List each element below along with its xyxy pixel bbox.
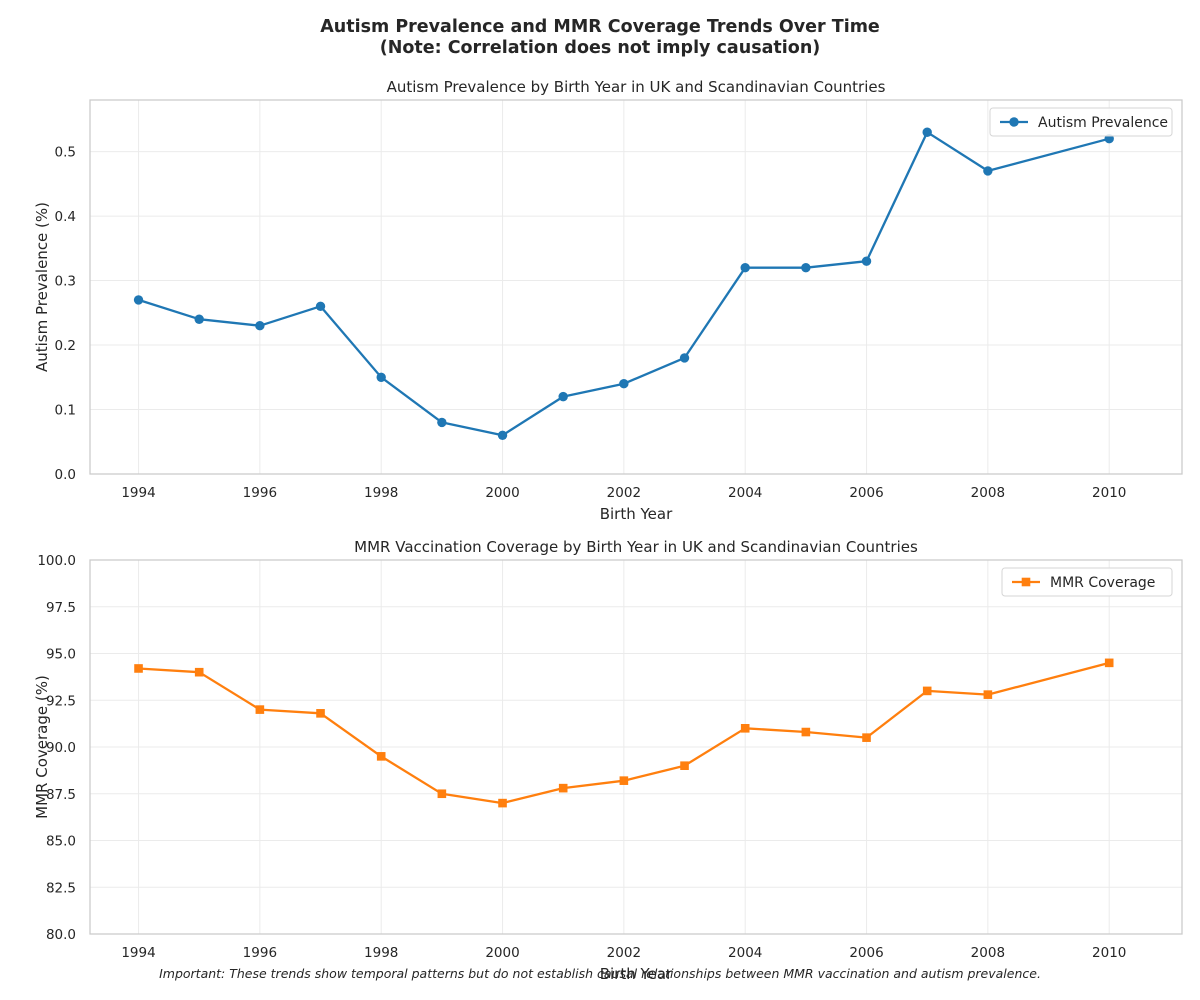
legend-box	[989, 107, 1173, 137]
x-tick-label: 1998	[364, 485, 398, 501]
series-line	[137, 661, 1111, 805]
y-axis-label: MMR Coverage (%)	[33, 675, 51, 819]
legend-label: MMR Coverage	[1050, 575, 1155, 591]
y-tick-label: 90.0	[46, 740, 76, 756]
y-tick-label: 0.4	[55, 209, 76, 225]
x-tick-label: 1996	[243, 485, 277, 501]
plot-frame	[89, 559, 1183, 935]
data-point	[134, 664, 143, 673]
y-tick-label: 82.5	[46, 880, 76, 896]
data-point	[862, 733, 871, 742]
y-tick-label: 87.5	[46, 787, 76, 803]
data-point	[1104, 658, 1114, 668]
x-tick-label: 2004	[728, 485, 762, 501]
data-point	[133, 295, 144, 305]
x-tick-label: 2008	[971, 485, 1005, 501]
data-point	[619, 379, 629, 389]
legend-marker	[1021, 577, 1031, 587]
legend-marker	[1009, 117, 1019, 127]
data-point	[437, 417, 447, 428]
x-tick-label: 2004	[728, 945, 762, 961]
series-line	[137, 131, 1111, 437]
y-tick-label: 80.0	[46, 927, 76, 943]
data-point	[983, 166, 993, 176]
x-tick-label: 2006	[849, 485, 883, 501]
data-point	[740, 724, 750, 733]
data-point	[498, 798, 507, 808]
data-point	[740, 262, 750, 273]
y-tick-label: 92.5	[46, 693, 76, 709]
data-point	[315, 301, 326, 312]
x-tick-label: 2000	[485, 485, 519, 501]
chart-title: Autism Prevalence by Birth Year in UK an…	[387, 78, 886, 96]
x-tick-label: 1996	[243, 945, 277, 961]
y-tick-label: 0.0	[55, 467, 76, 483]
data-point	[316, 709, 325, 718]
y-tick-label: 0.5	[55, 145, 76, 161]
y-tick-label: 0.2	[55, 338, 76, 354]
x-axis-label: Birth Year	[600, 505, 673, 523]
figure-title: Autism Prevalence and MMR Coverage Trend…	[0, 17, 1200, 59]
data-point	[922, 686, 932, 696]
y-tick-label: 100.0	[37, 553, 76, 569]
x-tick-label: 2010	[1092, 485, 1126, 501]
y-tick-label: 85.0	[46, 834, 76, 850]
chart-panel-2: 1994 1996 1998 2000 2002 2004 2006 2008 2010 80.0…	[33, 538, 1183, 983]
data-point	[255, 705, 265, 714]
x-axis-label: Birth Year	[600, 965, 673, 983]
figure-footnote: Important: These trends show temporal pa…	[159, 966, 1041, 981]
data-point	[861, 256, 872, 266]
data-point	[497, 430, 508, 441]
y-tick-label: 0.1	[55, 403, 76, 419]
chart-title: MMR Vaccination Coverage by Birth Year i…	[354, 538, 918, 556]
y-tick-label: 95.0	[46, 647, 76, 663]
figure-title-line2: (Note: Correlation does not imply causat…	[379, 38, 821, 58]
data-point	[558, 391, 568, 402]
y-tick-label: 97.5	[46, 600, 76, 616]
legend: Autism Prevalence	[989, 107, 1173, 137]
x-tick-label: 1994	[121, 485, 155, 501]
data-point	[801, 262, 811, 273]
data-point	[922, 127, 932, 137]
x-tick-label: 1994	[121, 945, 155, 961]
chart-panel-1: 1994 1996 1998 2000 2002 2004 2006 2008 2010 0.0 0…	[33, 78, 1183, 523]
legend: MMR Coverage	[1001, 567, 1173, 597]
x-tick-label: 2006	[849, 945, 883, 961]
data-point	[194, 667, 204, 677]
figure-title-line1: Autism Prevalence and MMR Coverage Trend…	[320, 17, 880, 37]
data-point	[619, 776, 629, 785]
x-tick-label: 2010	[1092, 945, 1126, 961]
y-tick-label: 0.3	[55, 274, 76, 290]
data-point	[801, 727, 811, 737]
y-axis-label: Autism Prevalence (%)	[33, 202, 51, 372]
data-point	[376, 752, 386, 761]
data-point	[983, 690, 993, 699]
data-point	[255, 320, 265, 331]
x-tick-label: 2002	[607, 485, 641, 501]
legend-label: Autism Prevalence	[1038, 115, 1168, 131]
data-point	[680, 761, 689, 770]
x-tick-label: 2002	[607, 945, 641, 961]
data-point	[437, 789, 447, 799]
data-point	[558, 783, 568, 793]
x-tick-label: 2000	[485, 945, 519, 961]
x-tick-label: 2008	[971, 945, 1005, 961]
legend-box	[1001, 567, 1173, 597]
plot-frame	[89, 99, 1183, 475]
x-tick-label: 1998	[364, 945, 398, 961]
data-point	[194, 314, 204, 324]
data-point	[376, 372, 386, 382]
data-point	[679, 353, 690, 363]
